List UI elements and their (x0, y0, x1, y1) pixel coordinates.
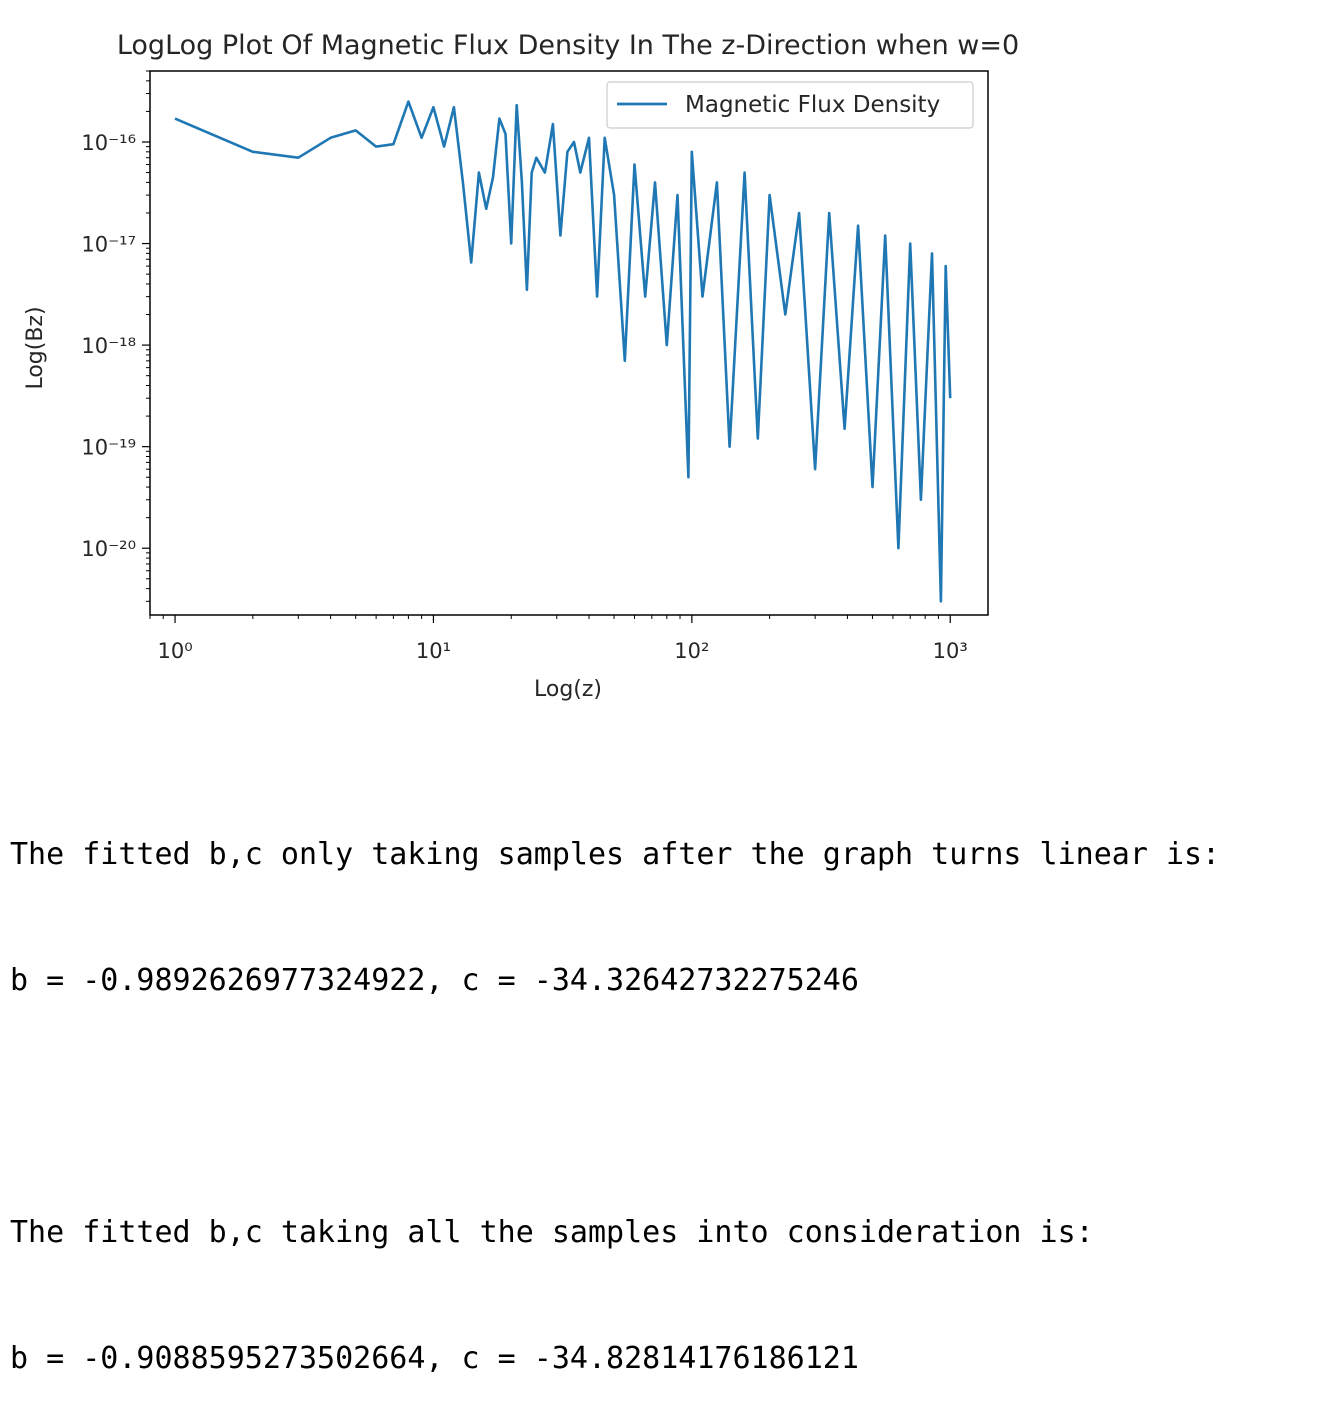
fit-linear-heading: The fitted b,c only taking samples after… (10, 837, 1221, 872)
plot-area-frame (149, 70, 989, 616)
y-axis: 10⁻¹⁶ 10⁻¹⁷ 10⁻¹⁸ 10⁻¹⁹ 10⁻²⁰ (81, 70, 150, 602)
fit-output: The fitted b,c only taking samples after… (10, 750, 1220, 1422)
legend-label: Magnetic Flux Density (685, 92, 940, 118)
series-line-0 (174, 100, 952, 603)
fit-linear-values: b = -0.9892626977324922, c = -34.3264273… (10, 963, 859, 998)
x-tick-label: 10² (674, 639, 709, 663)
y-tick-label: 10⁻¹⁷ (81, 233, 136, 257)
y-axis-label: Log(Bz) (23, 306, 48, 389)
y-tick-label: 10⁻¹⁶ (81, 131, 136, 155)
loglog-chart: LogLog Plot Of Magnetic Flux Density In … (23, 30, 1019, 702)
x-axis-label: Log(z) (534, 677, 602, 702)
x-tick-label: 10⁰ (157, 639, 192, 663)
x-tick-label: 10¹ (416, 639, 451, 663)
plot-content (174, 100, 952, 603)
y-tick-label: 10⁻¹⁹ (81, 436, 136, 460)
y-tick-label: 10⁻²⁰ (81, 537, 136, 561)
x-tick-label: 10³ (933, 639, 968, 663)
legend-box (606, 81, 974, 129)
fit-all-heading: The fitted b,c taking all the samples in… (10, 1215, 1094, 1250)
y-tick-label: 10⁻¹⁸ (81, 334, 136, 358)
legend: Magnetic Flux Density (606, 81, 974, 129)
x-axis: 10⁰ 10¹ 10² 10³ (149, 615, 968, 663)
chart-title: LogLog Plot Of Magnetic Flux Density In … (117, 30, 1019, 61)
fit-all-values: b = -0.9088595273502664, c = -34.8281417… (10, 1341, 859, 1376)
output-spacer (10, 1086, 1220, 1128)
